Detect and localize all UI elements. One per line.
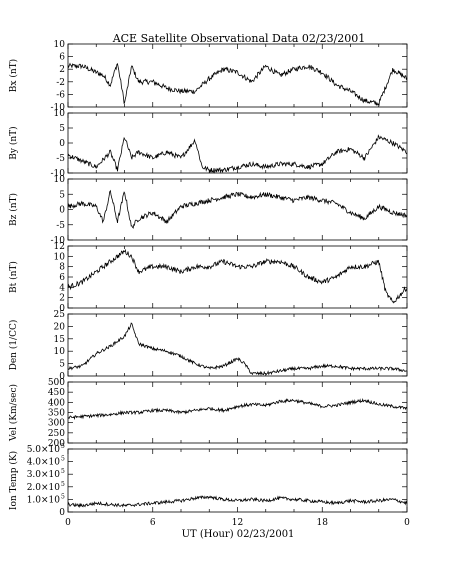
panels: 10 6 2 -2 -6 -10 Bx (nT) 10 5 0 -5 -10 By (nT) 10 5 0 -5… xyxy=(8,40,408,518)
y-tick-label: 250 xyxy=(48,429,65,439)
y-tick-label: 6 xyxy=(59,53,65,63)
y-tick-label: -6 xyxy=(56,90,65,100)
y-tick-label: 300 xyxy=(48,419,65,429)
panel-bx: 10 6 2 -2 -6 -10 Bx (nT) xyxy=(8,40,408,113)
y-tick-label: -2 xyxy=(56,78,65,88)
y-axis-label: Bz (nT) xyxy=(8,193,19,226)
y-tick-label: 5 xyxy=(59,124,65,134)
y-tick-label: 2.0×10 xyxy=(27,483,61,493)
y-tick-label: 10 xyxy=(54,347,66,357)
series-bz xyxy=(67,189,408,229)
x-tick-label: 0 xyxy=(65,518,71,528)
y-tick-exponent: 5 xyxy=(61,481,65,488)
y-axis-label: Bx (nT) xyxy=(8,59,19,92)
y-tick-label: 5 xyxy=(59,190,65,200)
y-tick-label: 10 xyxy=(54,109,66,119)
y-tick-label: 8 xyxy=(59,263,65,273)
series-bt xyxy=(67,248,408,304)
y-tick-label: 500 xyxy=(48,378,65,388)
series-temp xyxy=(67,495,408,509)
y-axis-label: Den (1/CC) xyxy=(8,320,19,371)
x-axis: 0 6 12 18 0 xyxy=(65,518,410,528)
x-tick-label: 18 xyxy=(317,518,329,528)
y-axis-label: Ion Temp (K) xyxy=(8,451,19,510)
x-tick-label: 12 xyxy=(232,518,243,528)
y-tick-label: 3.0×10 xyxy=(27,470,61,480)
y-tick-exponent: 5 xyxy=(61,493,65,500)
y-tick-label: 0 xyxy=(59,508,65,518)
y-tick-label: -5 xyxy=(56,154,65,164)
y-tick-label: 15 xyxy=(54,335,66,345)
y-tick-label: 350 xyxy=(48,409,65,419)
y-tick-label: 0 xyxy=(59,372,65,382)
y-axis-label: Bt (nT) xyxy=(8,261,19,293)
y-tick-label: 20 xyxy=(54,322,66,332)
panel-by: 10 5 0 -5 -10 By (nT) xyxy=(8,109,408,179)
y-tick-label: 5 xyxy=(59,360,65,370)
y-tick-label: 25 xyxy=(54,310,66,320)
y-tick-exponent: 5 xyxy=(61,443,65,450)
y-tick-label: 6 xyxy=(59,273,65,283)
y-tick-label: 450 xyxy=(48,388,65,398)
y-tick-label: 5.0×10 xyxy=(27,445,61,455)
y-axis-label: Vel (Km/sec) xyxy=(8,384,19,442)
y-tick-exponent: 5 xyxy=(61,456,65,463)
y-tick-label: 4 xyxy=(59,283,65,293)
panel-bz: 10 5 0 -5 -10 Bz (nT) xyxy=(8,175,408,246)
y-tick-label: -10 xyxy=(51,236,66,246)
series-vel xyxy=(67,397,408,421)
y-tick-label: 2 xyxy=(59,65,65,75)
y-tick-label: 4.0×10 xyxy=(27,458,61,468)
y-tick-label: 10 xyxy=(54,252,66,262)
x-tick-label: 0 xyxy=(404,518,410,528)
x-tick-label: 6 xyxy=(150,518,156,528)
y-tick-label: -5 xyxy=(56,221,65,231)
y-tick-label: -10 xyxy=(51,169,66,179)
series-bx xyxy=(67,62,408,106)
panel-temp: 5.0×10 54.0×10 53.0×10 52.0×10 51.0×10 50Ion … xyxy=(8,443,408,518)
y-tick-exponent: 5 xyxy=(61,468,65,475)
y-tick-label: 2 xyxy=(59,294,65,304)
y-tick-label: 400 xyxy=(48,398,65,408)
y-tick-label: -10 xyxy=(51,103,66,113)
x-axis-label: UT (Hour) 02/23/2001 xyxy=(182,529,295,540)
figure-title: ACE Satellite Observational Data 02/23/2… xyxy=(112,32,366,45)
series-den xyxy=(67,322,408,376)
y-tick-label: 1.0×10 xyxy=(27,495,61,505)
y-tick-label: 200 xyxy=(48,439,65,449)
y-axis-label: By (nT) xyxy=(8,126,19,159)
y-tick-label: 0 xyxy=(59,139,65,149)
series-by xyxy=(67,134,408,174)
y-tick-label: 12 xyxy=(54,242,65,252)
panel-den: 25 20 15 10 5 0 Den (1/CC) xyxy=(8,310,408,382)
y-tick-label: 10 xyxy=(54,175,66,185)
y-tick-label: 0 xyxy=(59,304,65,314)
y-tick-label: 0 xyxy=(59,206,65,216)
y-tick-label: 10 xyxy=(54,40,66,50)
